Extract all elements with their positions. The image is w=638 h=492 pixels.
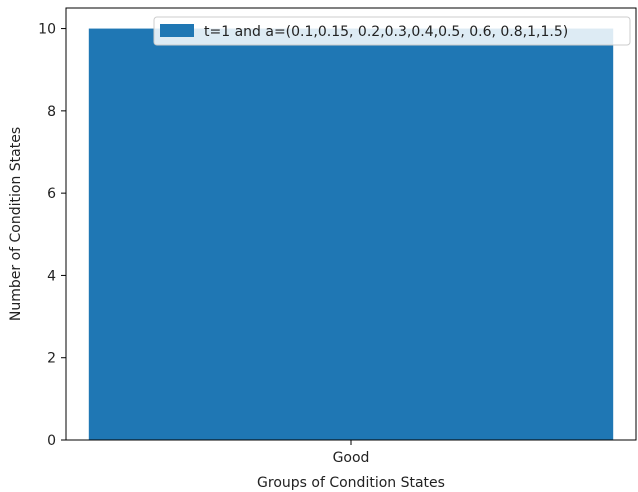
- y-tick-label: 4: [47, 268, 56, 284]
- y-axis: 0 2 4 6 8 10: [38, 22, 66, 449]
- legend-swatch: [160, 24, 194, 37]
- legend: t=1 and a=(0.1,0.15, 0.2,0.3,0.4,0.5, 0.…: [153, 16, 631, 46]
- legend-entry-label: t=1 and a=(0.1,0.15, 0.2,0.3,0.4,0.5, 0.…: [204, 24, 568, 40]
- y-tick-label: 6: [47, 186, 56, 202]
- y-tick-label: 8: [47, 104, 56, 120]
- y-tick-label: 10: [38, 22, 56, 38]
- x-axis: Good: [333, 440, 370, 466]
- x-axis-label: Groups of Condition States: [257, 475, 445, 491]
- y-tick-label: 0: [47, 433, 56, 449]
- bar-good: [88, 28, 614, 440]
- bars-layer: [88, 28, 614, 440]
- legend-box: [153, 16, 631, 46]
- y-tick-label: 2: [47, 351, 56, 367]
- y-axis-label: Number of Condition States: [8, 127, 24, 321]
- x-tick-label: Good: [333, 450, 370, 466]
